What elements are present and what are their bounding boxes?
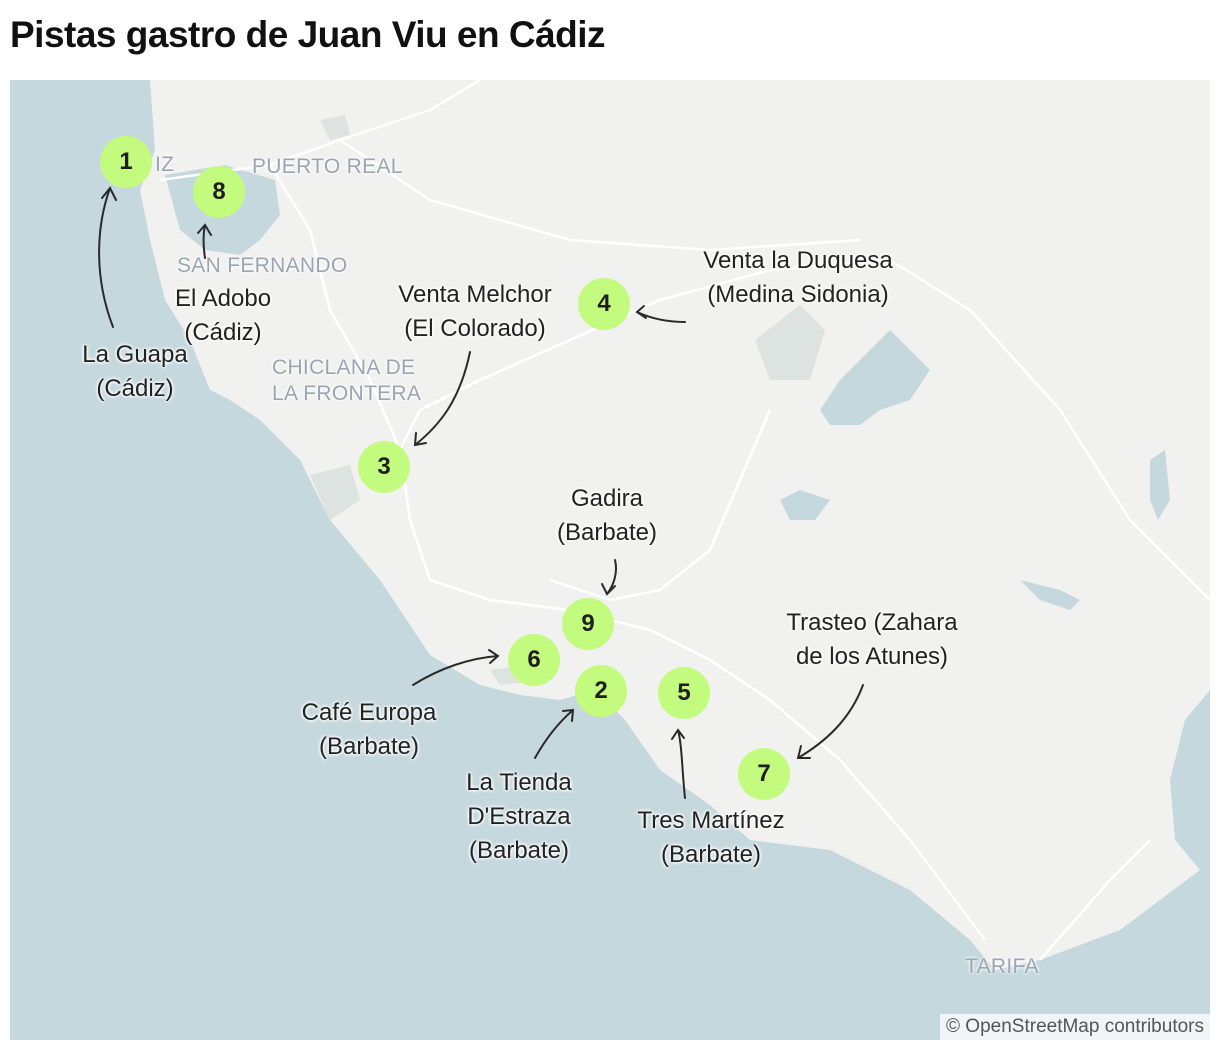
reservoirs	[780, 330, 1170, 610]
marker-8[interactable]: 8	[193, 166, 245, 218]
page-title: Pistas gastro de Juan Viu en Cádiz	[10, 14, 606, 55]
marker-6[interactable]: 6	[508, 634, 560, 686]
marker-7[interactable]: 7	[738, 748, 790, 800]
marker-1[interactable]: 1	[100, 136, 152, 188]
basemap	[140, 80, 1210, 970]
label-cafe-europa: Café Europa (Barbate)	[301, 699, 437, 760]
arrows	[98, 186, 864, 799]
place-label-tarifa: TARIFA	[965, 955, 1039, 978]
arrow-5	[671, 728, 686, 799]
label-venta-melchor: Venta Melchor (El Colorado)	[398, 281, 552, 342]
label-gadira: Gadira (Barbate)	[556, 485, 658, 546]
label-trasteo: Trasteo (Zahara de los Atunes)	[786, 609, 958, 670]
place-label-san-fernando: SAN FERNANDO	[177, 254, 348, 277]
label-tres-martinez: Tres Martínez (Barbate)	[637, 807, 785, 868]
place-label-puerto-real: PUERTO REAL	[252, 155, 403, 178]
label-venta-la-duquesa: Venta la Duquesa (Medina Sidonia)	[703, 247, 893, 308]
marker-5[interactable]: 5	[658, 667, 710, 719]
arrow-2	[534, 708, 575, 759]
arrow-7	[796, 684, 864, 759]
place-label-cadiz: IZ	[155, 153, 175, 176]
arrow-6	[412, 649, 500, 686]
land	[140, 80, 1210, 970]
map[interactable]: IZ PUERTO REAL SAN FERNANDO CHICLANA DE …	[10, 80, 1210, 1040]
place-label-chiclana-2: LA FRONTERA	[272, 382, 422, 405]
marker-4[interactable]: 4	[578, 278, 630, 330]
arrow-1	[98, 186, 117, 328]
arrow-4	[635, 305, 686, 323]
arrow-3	[413, 351, 471, 447]
arrow-9	[601, 559, 617, 596]
label-la-guapa: La Guapa (Cádiz)	[82, 341, 188, 402]
arrow-8	[197, 223, 212, 259]
place-label-chiclana-1: CHICLANA DE	[272, 356, 416, 379]
marker-3[interactable]: 3	[358, 441, 410, 493]
label-el-adobo: El Adobo (Cádiz)	[174, 285, 272, 346]
marker-2[interactable]: 2	[575, 665, 627, 717]
label-la-tienda: La Tienda D'Estraza (Barbate)	[466, 769, 572, 864]
marker-9[interactable]: 9	[562, 598, 614, 650]
attribution[interactable]: © OpenStreetMap contributors	[940, 1014, 1210, 1040]
